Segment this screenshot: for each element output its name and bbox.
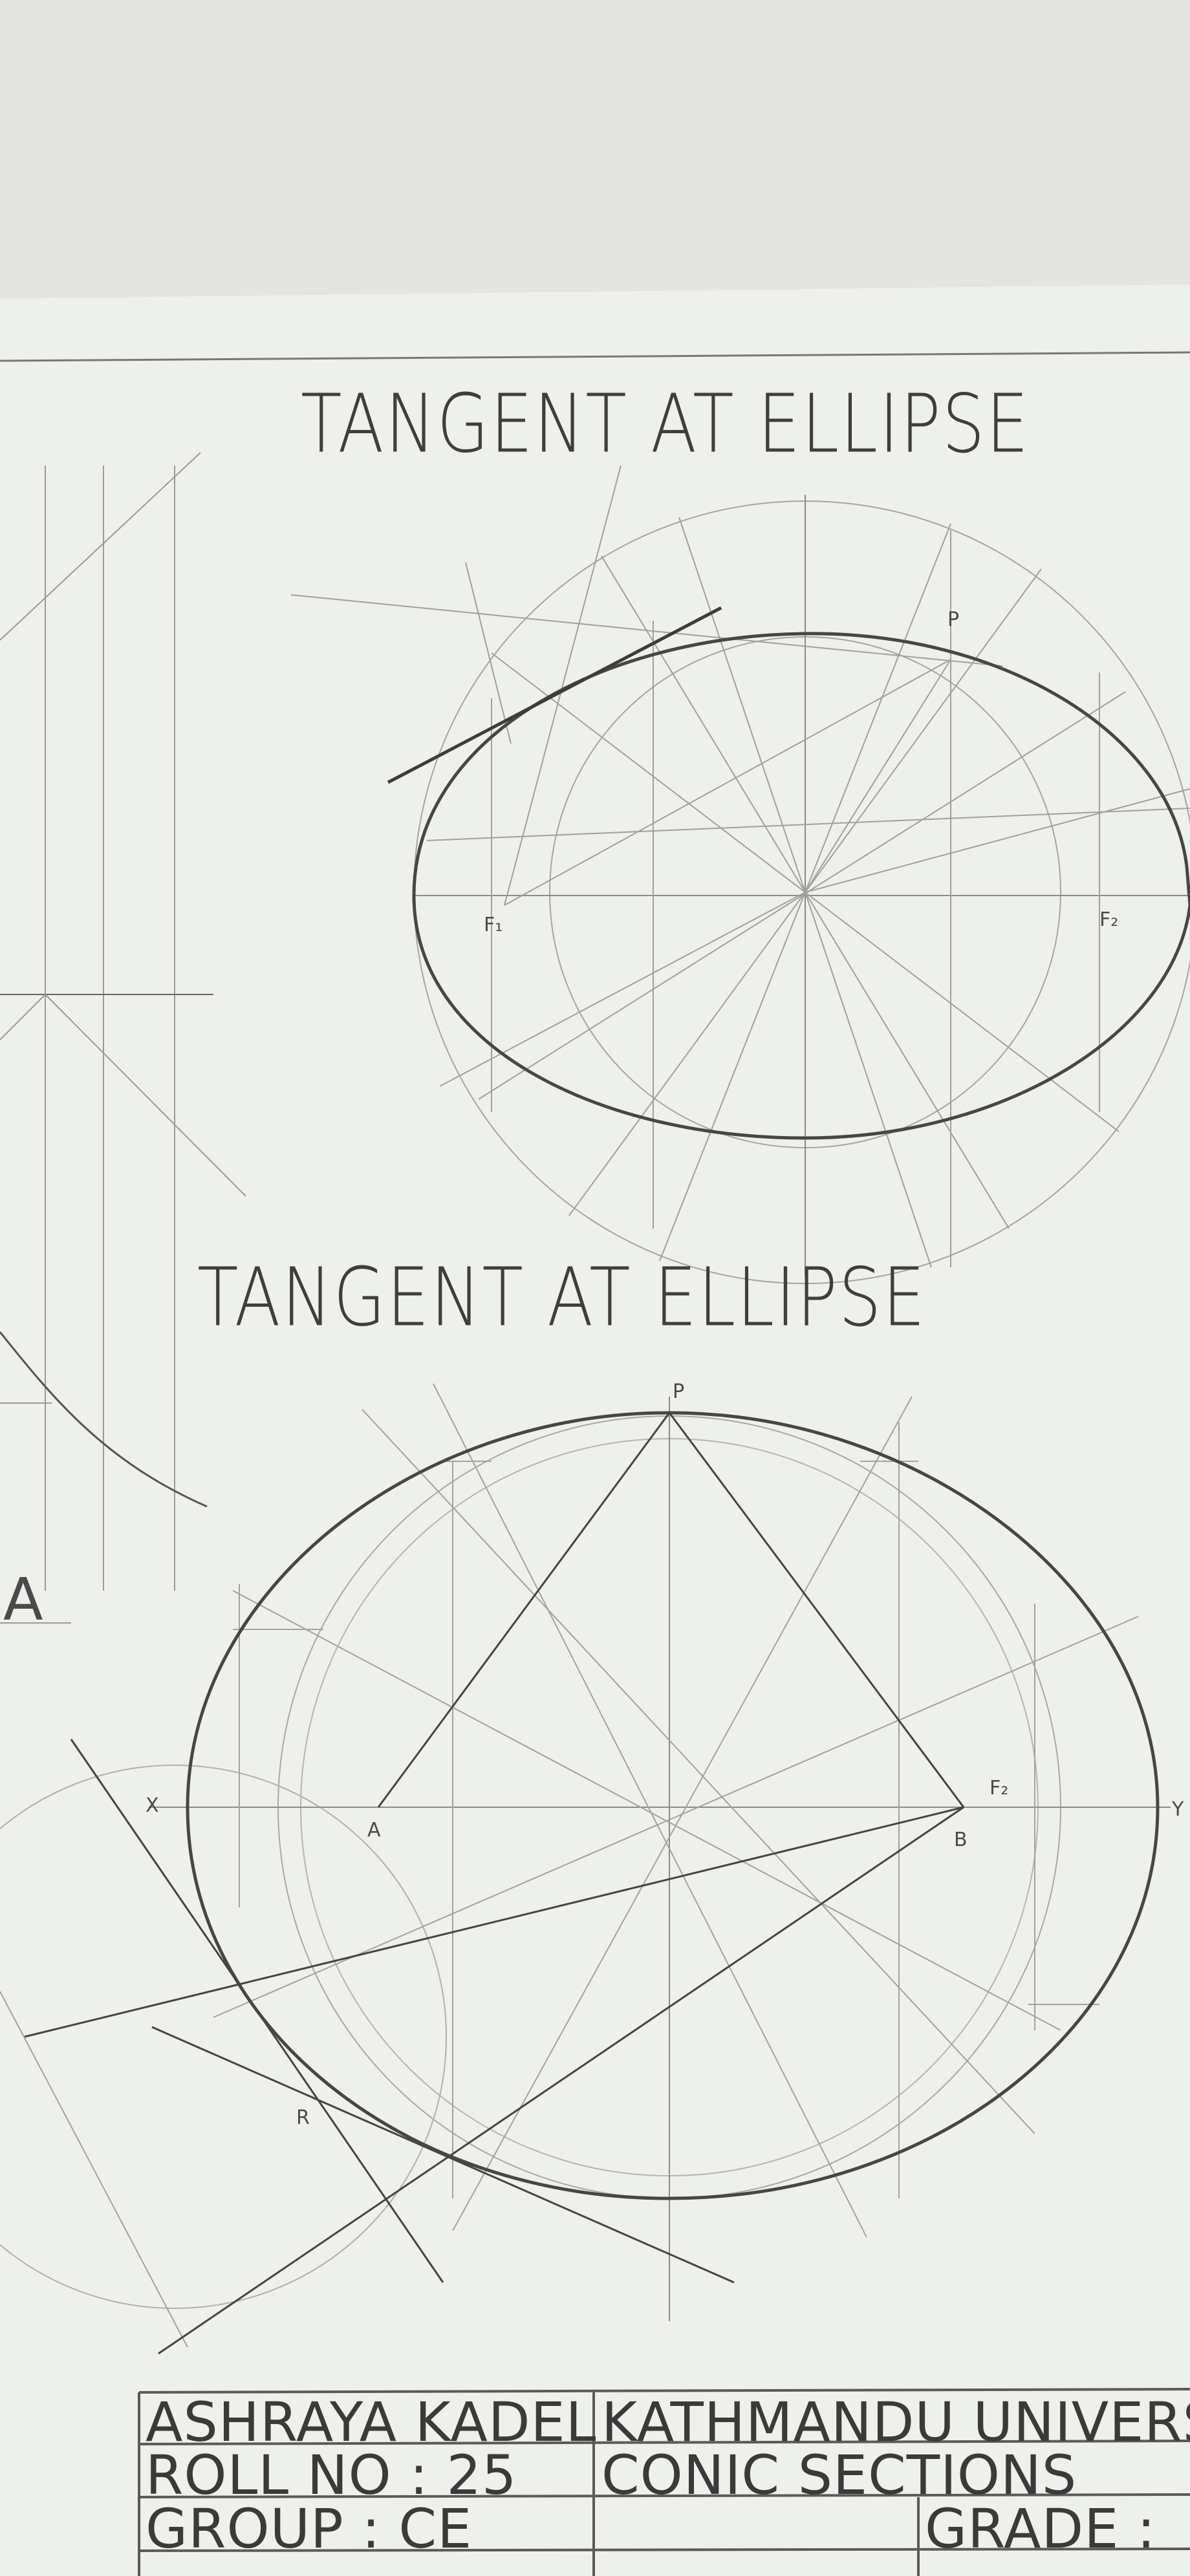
table-surface [0,0,1190,304]
title-name: ASHRAYA KADEL [146,2390,596,2454]
title-topic: CONIC SECTIONS [601,2443,1077,2507]
title-university: KATHMANDU UNIVERS [601,2390,1190,2454]
top-label-f1: F₁ [484,914,503,936]
left-margin-drawing [0,452,246,1624]
bottom-title: TANGENT AT ELLIPSE [197,1250,926,1345]
drawing-sheet [0,284,1190,2576]
sheet-border-line [0,351,1190,362]
top-ellipse-construction [290,465,1190,1284]
title-block [138,2388,1190,2576]
bottom-label-y: Y [1171,1798,1184,1821]
bottom-label-x: X [146,1794,159,1817]
margin-letter: A [3,1566,43,1634]
top-label-f2: F₂ [1099,908,1118,931]
top-label-p: P [947,608,959,631]
bottom-label-f2: F₂ [990,1777,1008,1799]
bottom-ellipse-construction [0,1383,1171,2355]
bottom-label-p: P [673,1380,684,1403]
title-roll: ROLL NO : 25 [146,2443,517,2507]
bottom-label-r: R [296,2107,310,2129]
title-grade: GRADE : [925,2497,1156,2560]
top-title: TANGENT AT ELLIPSE [301,377,1030,471]
title-group: GROUP : CE [146,2497,472,2560]
bottom-label-b: B [954,1829,968,1851]
bottom-label-a: A [367,1819,381,1841]
